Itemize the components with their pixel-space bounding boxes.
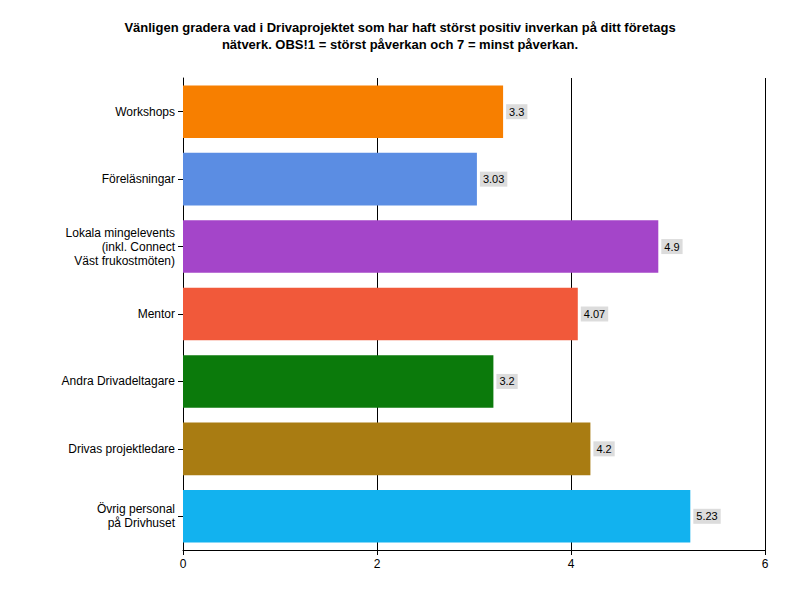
svg-text:på Drivhuset: på Drivhuset [108,516,176,530]
svg-text:Mentor: Mentor [138,307,175,321]
svg-text:6: 6 [762,557,769,571]
svg-text:Övrig personal: Övrig personal [97,502,175,516]
svg-text:0: 0 [180,557,187,571]
svg-text:5.23: 5.23 [696,510,717,522]
svg-text:4.2: 4.2 [596,443,611,455]
svg-text:4: 4 [568,557,575,571]
svg-text:2: 2 [374,557,381,571]
svg-text:Föreläsningar: Föreläsningar [102,172,175,186]
svg-text:Väst frukostmöten): Väst frukostmöten) [74,254,175,268]
svg-text:(inkl. Connect: (inkl. Connect [102,240,176,254]
svg-text:3.2: 3.2 [499,375,514,387]
svg-text:4.9: 4.9 [664,241,679,253]
svg-text:nätverk. OBS!1 = störst påverk: nätverk. OBS!1 = störst påverkan och 7 =… [222,37,578,52]
svg-text:3.03: 3.03 [483,173,504,185]
svg-text:Vänligen gradera vad i Drivapr: Vänligen gradera vad i Drivaprojektet so… [124,20,675,35]
svg-text:Drivas projektledare: Drivas projektledare [68,442,175,456]
svg-text:Andra Drivadeltagare: Andra Drivadeltagare [62,374,176,388]
svg-text:4.07: 4.07 [584,308,605,320]
svg-text:Lokala mingelevents: Lokala mingelevents [66,226,175,240]
svg-text:Workshops: Workshops [115,105,175,119]
svg-text:3.3: 3.3 [509,106,524,118]
